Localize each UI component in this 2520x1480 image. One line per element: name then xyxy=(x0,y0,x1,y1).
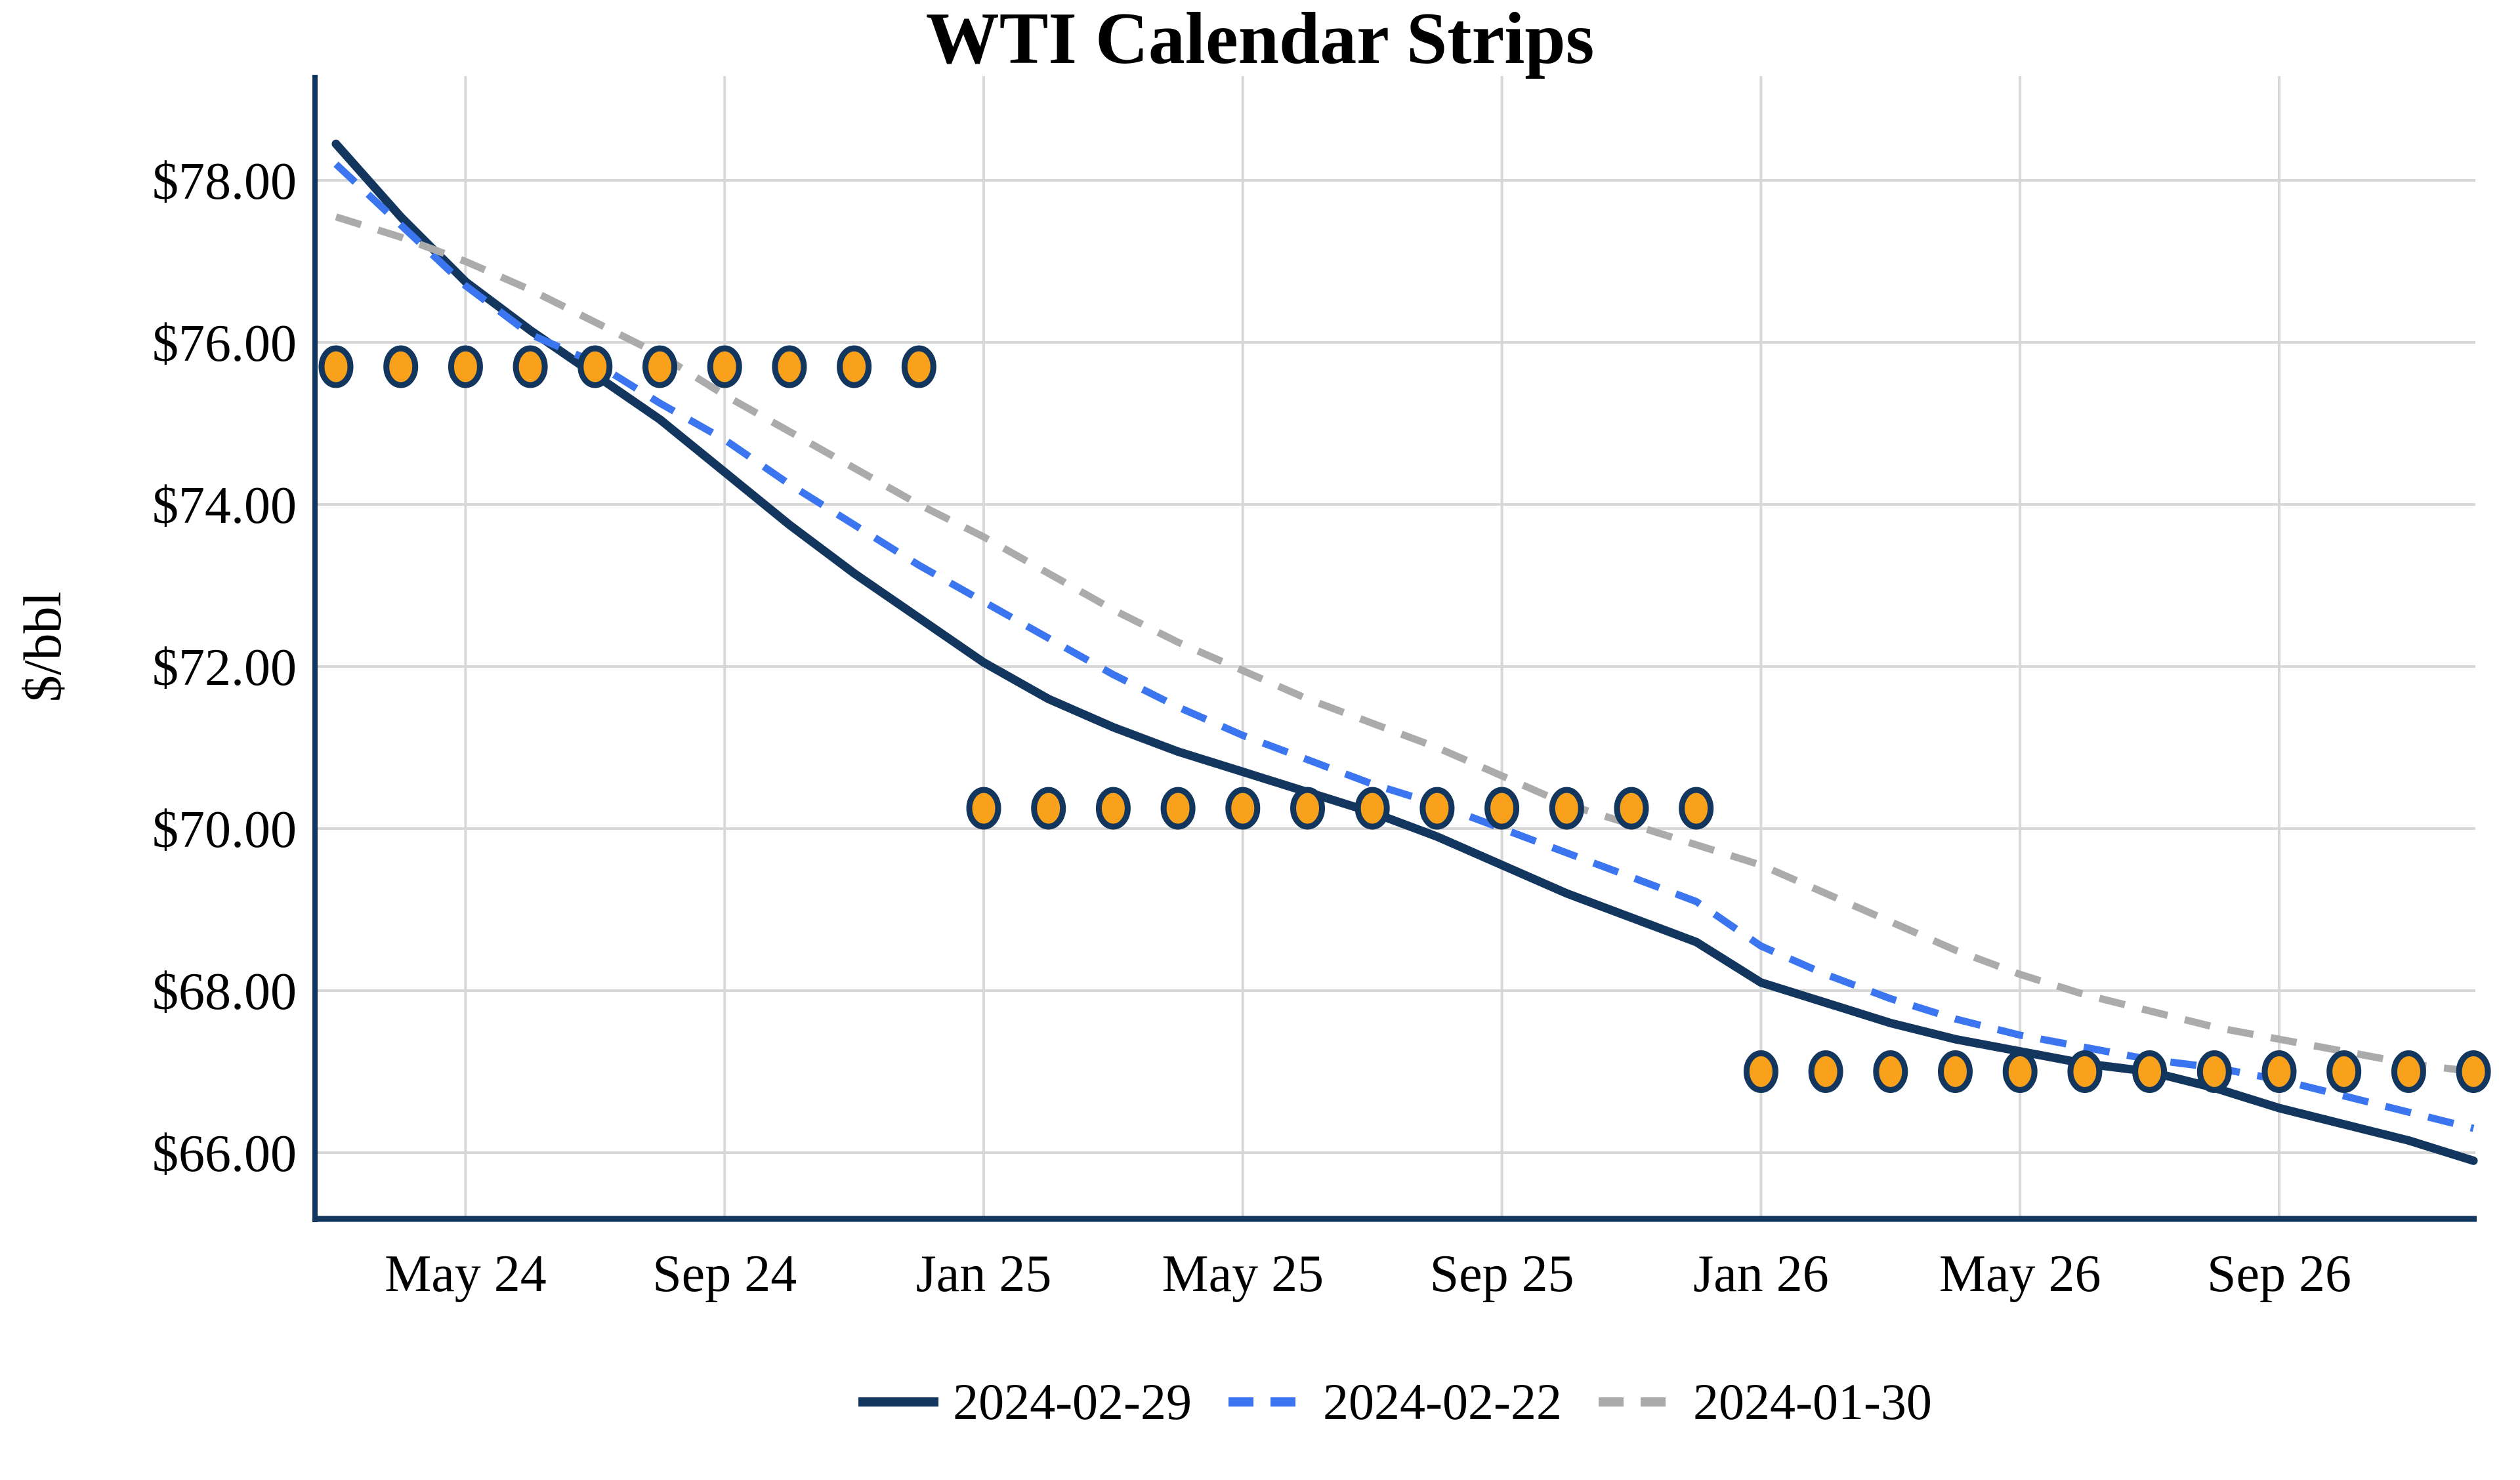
strip-dot xyxy=(2132,1050,2168,1093)
strip-dot xyxy=(1419,787,1455,830)
strip-dot xyxy=(1290,787,1325,830)
chart-legend: 2024-02-29 2024-02-22 2024-01-30 xyxy=(315,1366,2475,1438)
strip-dot xyxy=(1938,1050,1973,1093)
series-line-2024-01-30 xyxy=(335,213,2474,1075)
strip-dot xyxy=(1549,787,1584,830)
strip-dot xyxy=(383,345,419,388)
y-tick-label: $76.00 xyxy=(152,315,297,373)
legend-item-2024-02-29: 2024-02-29 xyxy=(858,1372,1192,1431)
strip-dot xyxy=(1160,787,1196,830)
y-tick-label: $78.00 xyxy=(152,153,297,211)
y-tick-label: $74.00 xyxy=(152,477,297,535)
strip-dot xyxy=(772,345,807,388)
legend-item-2024-01-30: 2024-01-30 xyxy=(1598,1372,1932,1431)
legend-dashed-line-swatch xyxy=(1598,1397,1679,1407)
legend-label: 2024-01-30 xyxy=(1692,1373,1932,1430)
strip-dot xyxy=(1743,1050,1778,1093)
strip-dot xyxy=(966,787,1001,830)
strip-dot xyxy=(2196,1050,2232,1093)
chart-title: WTI Calendar Strips xyxy=(926,0,1595,79)
x-tick-label: May 24 xyxy=(385,1245,547,1303)
strip-dot xyxy=(1095,787,1131,830)
strip-dot xyxy=(2261,1050,2297,1093)
strip-dot xyxy=(1808,1050,1843,1093)
x-tick-label: Jan 25 xyxy=(916,1245,1052,1303)
strip-dot xyxy=(1484,787,1520,830)
series-line-2024-02-29 xyxy=(331,139,2478,1165)
strip-dot xyxy=(2067,1050,2103,1093)
strip-dot xyxy=(707,345,742,388)
strip-dot xyxy=(318,345,354,388)
x-tick-label: Sep 25 xyxy=(1430,1245,1574,1303)
strip-dot xyxy=(1031,787,1066,830)
x-tick-label: Sep 24 xyxy=(652,1245,797,1303)
legend-solid-line-swatch xyxy=(858,1397,939,1407)
legend-label: 2024-02-29 xyxy=(953,1373,1192,1430)
y-tick-label: $66.00 xyxy=(152,1125,297,1183)
x-tick-label: Jan 26 xyxy=(1693,1245,1829,1303)
strip-dot xyxy=(642,345,677,388)
strip-dot xyxy=(1614,787,1649,830)
strip-dot xyxy=(837,345,872,388)
y-tick-label: $70.00 xyxy=(152,801,297,859)
strip-dot xyxy=(2391,1050,2426,1093)
strip-dot xyxy=(448,345,483,388)
y-axis-label: $/bbl xyxy=(12,592,72,703)
legend-dashed-line-swatch xyxy=(1228,1397,1309,1407)
strip-dot xyxy=(2002,1050,2038,1093)
strip-dot xyxy=(2456,1050,2491,1093)
series-line-2024-02-22 xyxy=(333,161,2475,1132)
strip-dot xyxy=(2326,1050,2362,1093)
strip-dot xyxy=(1873,1050,1908,1093)
y-tick-label: $68.00 xyxy=(152,963,297,1021)
x-tick-label: May 25 xyxy=(1162,1245,1324,1303)
strip-dot xyxy=(578,345,613,388)
strip-dot xyxy=(1679,787,1714,830)
y-tick-label: $72.00 xyxy=(152,639,297,697)
strip-dot xyxy=(1225,787,1261,830)
strip-dot xyxy=(513,345,548,388)
legend-label: 2024-02-22 xyxy=(1323,1373,1562,1430)
x-tick-label: May 26 xyxy=(1939,1245,2101,1303)
legend-item-2024-02-22: 2024-02-22 xyxy=(1228,1372,1562,1431)
strip-dot xyxy=(901,345,936,388)
strip-dot xyxy=(1354,787,1390,830)
x-tick-label: Sep 26 xyxy=(2207,1245,2351,1303)
